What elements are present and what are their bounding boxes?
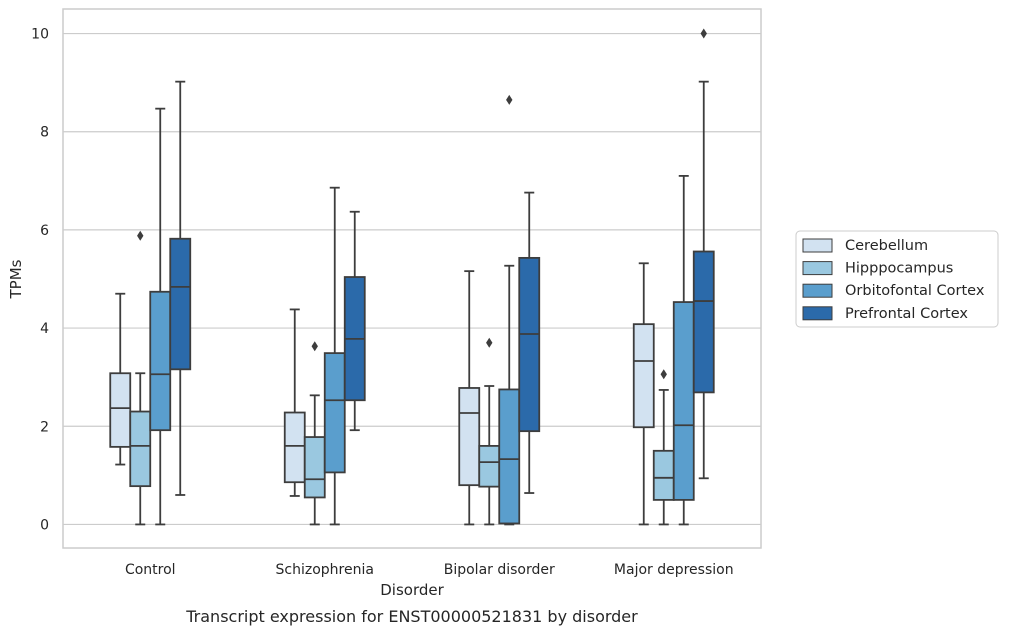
box-iqr [692, 250, 715, 394]
box-group [632, 262, 655, 526]
legend-label: Cerebellum [845, 238, 928, 254]
x-tick-label: Control [125, 562, 176, 578]
box-iqr [303, 436, 326, 499]
outlier-point [506, 94, 513, 105]
y-tick-label: 4 [40, 321, 49, 337]
box-group [692, 28, 715, 480]
outlier-point [486, 337, 493, 348]
outlier-point [311, 341, 318, 352]
boxes [109, 28, 715, 526]
legend-label: Prefrontal Cortex [845, 306, 968, 322]
y-tick-label: 0 [40, 517, 49, 533]
y-tick-label: 8 [40, 125, 49, 141]
box-iqr [652, 449, 675, 501]
box-iqr [478, 444, 501, 488]
plot-frame [62, 8, 762, 549]
legend-swatch [802, 238, 833, 253]
box-iqr [518, 256, 541, 433]
y-tick-label: 10 [31, 27, 49, 43]
legend-label: Hipppocampus [845, 261, 953, 277]
x-tick-labels: Control Schizophrenia Bipolar disorder Majo… [125, 562, 734, 578]
box-group [343, 210, 366, 432]
box-iqr [498, 388, 521, 525]
legend-swatch [802, 283, 833, 298]
box-group [672, 175, 695, 526]
box-group [518, 191, 541, 494]
box-iqr [149, 290, 172, 432]
box-iqr [129, 410, 152, 488]
box-iqr [109, 372, 132, 448]
box-group [109, 292, 132, 466]
box-group [323, 186, 346, 526]
outlier-point [660, 369, 667, 380]
legend-label: Orbitofontal Cortex [845, 283, 985, 299]
legend: Cerebellum Hipppocampus Orbitofontal Corte… [795, 230, 999, 328]
box-group [458, 270, 481, 526]
box-iqr [323, 352, 346, 474]
outlier-point [137, 230, 144, 241]
x-axis-label: Disorder [380, 581, 444, 599]
box-group [149, 107, 172, 526]
box-iqr [169, 237, 192, 371]
legend-swatch [802, 261, 833, 276]
y-axis-label: TPMs [7, 259, 25, 299]
x-tick-label: Major depression [614, 562, 734, 578]
box-iqr [458, 387, 481, 487]
box-iqr [672, 301, 695, 501]
box-group [652, 369, 675, 526]
box-iqr [632, 323, 655, 429]
y-tick-label: 6 [40, 223, 49, 239]
chart-caption: Transcript expression for ENST0000052183… [185, 607, 638, 626]
y-tick-label: 2 [40, 419, 49, 435]
box-group [498, 94, 521, 526]
box-iqr [283, 411, 306, 484]
legend-swatch [802, 306, 833, 321]
y-tick-labels: 0 2 4 6 8 10 [31, 27, 49, 534]
x-tick-label: Bipolar disorder [444, 562, 555, 578]
legend-frame [795, 230, 999, 328]
box-group [478, 337, 501, 526]
box-group [129, 230, 152, 526]
outlier-point [700, 28, 707, 39]
x-tick-label: Schizophrenia [276, 562, 374, 578]
box-group [169, 80, 192, 496]
